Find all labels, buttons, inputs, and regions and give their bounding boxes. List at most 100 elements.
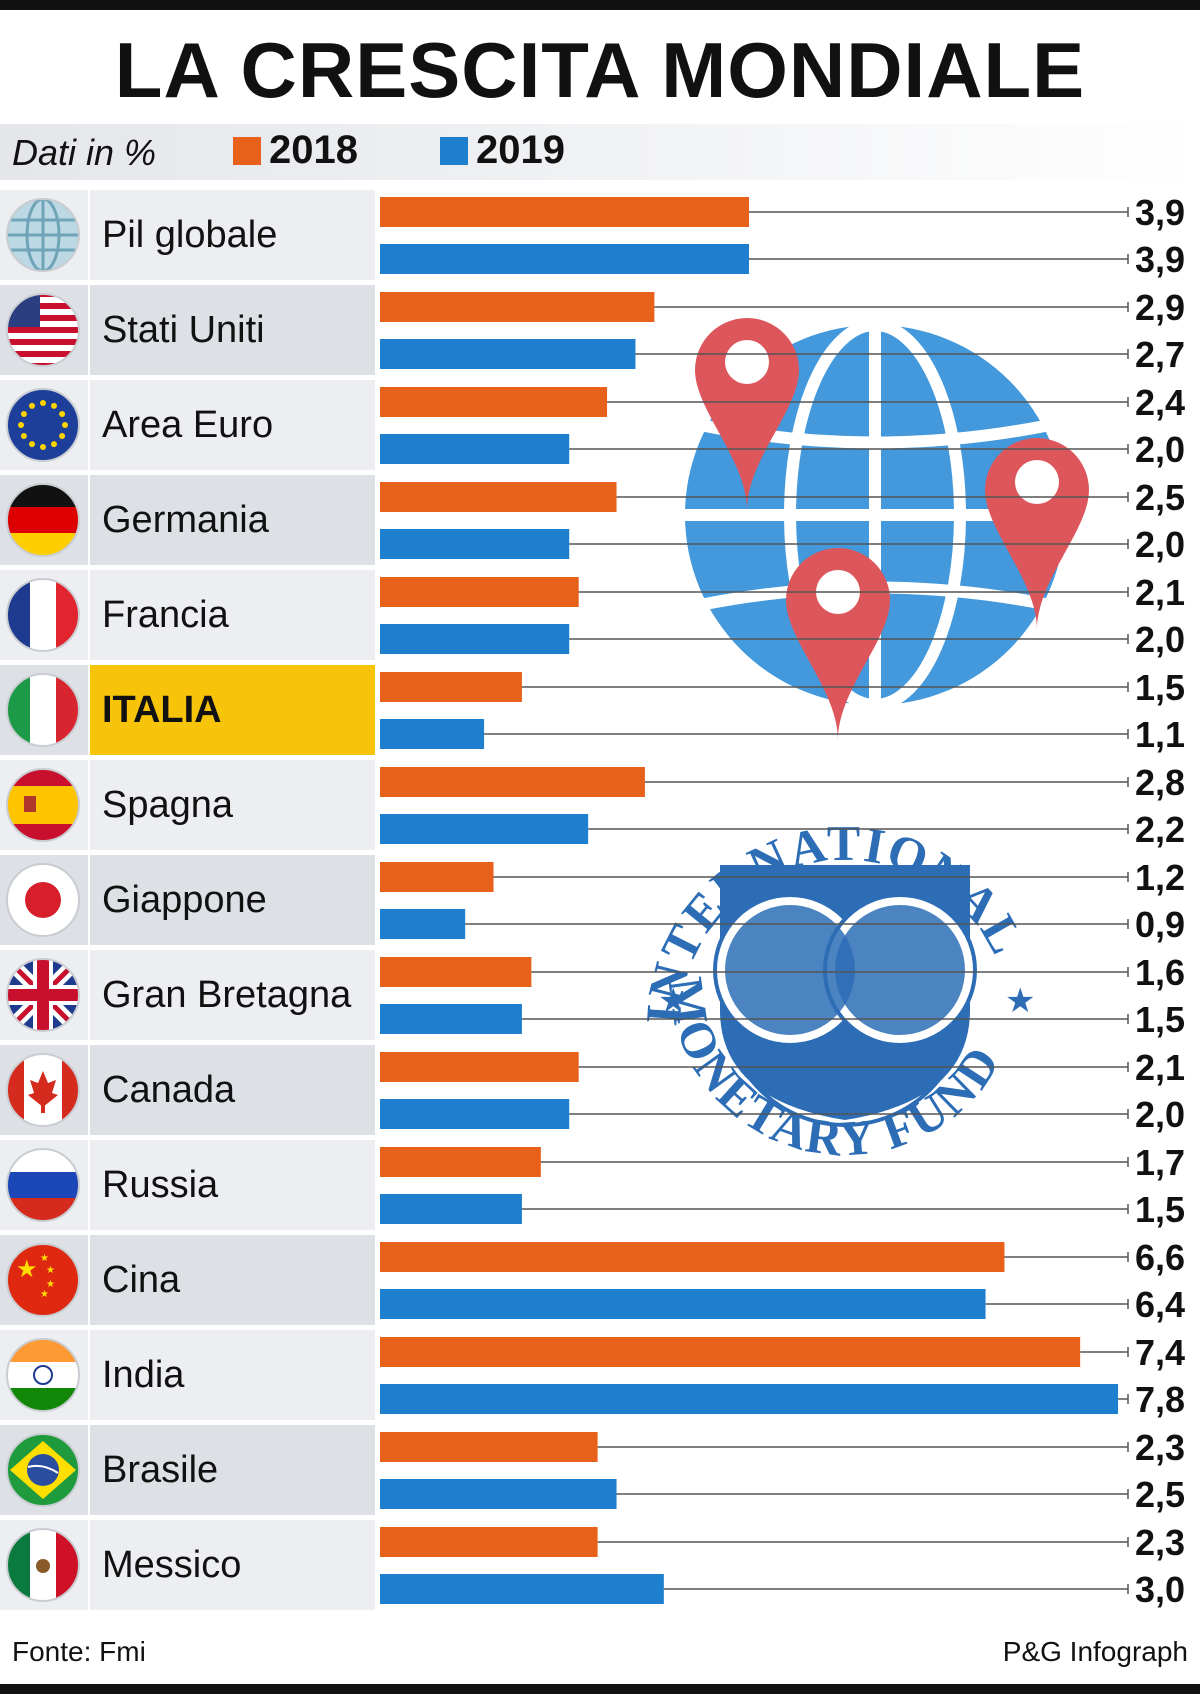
credit-note: P&G Infograph — [1002, 1636, 1188, 1667]
country-name: Russia — [102, 1164, 219, 1206]
mexico-flag-icon — [4, 1526, 82, 1604]
country-name-cell: Giappone — [90, 855, 375, 945]
country-name: Spagna — [102, 784, 234, 826]
star-left-icon: ★ — [658, 982, 688, 1020]
bar-2018 — [380, 767, 645, 797]
country-name: India — [102, 1354, 185, 1396]
chart-title: LA CRESCITA MONDIALE — [114, 26, 1086, 114]
country-name-cell: Stati Uniti — [90, 285, 375, 375]
value-label-2018: 2,1 — [1135, 572, 1185, 613]
country-name-cell: Francia — [90, 570, 375, 660]
value-label-2019: 1,5 — [1135, 1189, 1185, 1230]
country-name-cell: Russia — [90, 1140, 375, 1230]
flag-cell — [0, 190, 88, 280]
usa-flag-icon — [4, 291, 82, 369]
value-label-2019: 0,9 — [1135, 904, 1185, 945]
bar-2018 — [380, 292, 655, 322]
country-name: Area Euro — [102, 404, 274, 446]
country-name: Messico — [102, 1544, 242, 1586]
value-label-2018: 2,5 — [1135, 477, 1185, 518]
japan-flag-icon — [4, 861, 82, 939]
bar-2018 — [380, 482, 617, 512]
flag-cell — [0, 1330, 88, 1420]
flag-cell — [0, 950, 88, 1040]
country-name: ITALIA — [102, 689, 222, 731]
germany-flag-icon — [4, 481, 82, 559]
legend-2019-label: 2019 — [476, 128, 565, 172]
italy-flag-icon — [4, 671, 82, 749]
star-right-icon: ★ — [1005, 982, 1035, 1020]
china-flag-icon: ★ ★ ★ ★ ★ — [4, 1241, 82, 1319]
flag-cell — [0, 1045, 88, 1135]
legend-2019-swatch — [440, 137, 468, 165]
svg-text:★: ★ — [40, 1289, 49, 1300]
bar-2019 — [380, 1384, 1118, 1414]
value-label-2018: 2,1 — [1135, 1047, 1185, 1088]
flag-cell — [0, 570, 88, 660]
value-label-2018: 6,6 — [1135, 1237, 1185, 1278]
value-label-2018: 2,3 — [1135, 1522, 1185, 1563]
globe-with-location-pins-icon — [685, 318, 1089, 740]
uk-flag-icon — [4, 956, 82, 1034]
value-label-2018: 1,7 — [1135, 1142, 1185, 1183]
legend-2018: 2018 — [233, 128, 358, 173]
value-label-2019: 2,2 — [1135, 809, 1185, 850]
brazil-flag-icon — [4, 1431, 82, 1509]
value-label-2018: 1,6 — [1135, 952, 1185, 993]
bar-2018 — [380, 577, 579, 607]
value-label-2018: 2,9 — [1135, 287, 1185, 328]
bar-2019 — [380, 434, 570, 464]
legend-2018-swatch — [233, 137, 261, 165]
value-label-2019: 1,1 — [1135, 714, 1185, 755]
spain-flag-icon — [4, 766, 82, 844]
country-name: Canada — [102, 1069, 236, 1111]
bar-2019 — [380, 1194, 522, 1224]
flag-cell — [0, 285, 88, 375]
country-name-cell: Spagna — [90, 760, 375, 850]
canada-flag-icon — [4, 1051, 82, 1129]
bar-2018 — [380, 957, 532, 987]
country-name-cell: Area Euro — [90, 380, 375, 470]
flag-cell: ★ ★ ★ ★ ★ — [0, 1235, 88, 1325]
country-name-cell: Messico — [90, 1520, 375, 1610]
country-name: Giappone — [102, 879, 267, 921]
country-name: Cina — [102, 1259, 181, 1301]
value-label-2018: 1,5 — [1135, 667, 1185, 708]
value-label-2019: 2,0 — [1135, 429, 1185, 470]
source-note: Fonte: Fmi — [12, 1636, 146, 1667]
bar-2019 — [380, 1004, 522, 1034]
country-row: Canada — [0, 1045, 1200, 1140]
country-name-cell: Pil globale — [90, 190, 375, 280]
bar-2018 — [380, 387, 608, 417]
bar-2018 — [380, 197, 749, 227]
india-flag-icon — [4, 1336, 82, 1414]
flag-cell — [0, 760, 88, 850]
value-label-2019: 3,9 — [1135, 239, 1185, 280]
value-label-2019: 2,7 — [1135, 334, 1185, 375]
value-label-2018: 1,2 — [1135, 857, 1185, 898]
country-name: Brasile — [102, 1449, 219, 1491]
bar-2018 — [380, 1242, 1005, 1272]
flag-cell — [0, 1140, 88, 1230]
bar-2018 — [380, 1337, 1081, 1367]
bar-2019 — [380, 244, 749, 274]
value-label-2018: 2,3 — [1135, 1427, 1185, 1468]
bar-2019 — [380, 909, 466, 939]
bar-2018 — [380, 1432, 598, 1462]
country-row: ★ ★ ★ ★ ★ Cina — [0, 1235, 1200, 1330]
country-row: Giappone — [0, 855, 1200, 950]
country-row: Russia — [0, 1140, 1200, 1235]
value-label-2019: 3,0 — [1135, 1569, 1185, 1610]
country-row: India — [0, 1330, 1200, 1425]
value-label-2019: 2,0 — [1135, 524, 1185, 565]
eu-flag-icon — [4, 386, 82, 464]
country-name: Francia — [102, 594, 229, 636]
country-name-cell: Germania — [90, 475, 375, 565]
bar-2019 — [380, 1099, 570, 1129]
flag-cell — [0, 1425, 88, 1515]
country-row: Pil globale — [0, 190, 1200, 285]
top-rule — [0, 0, 1200, 10]
bar-2018 — [380, 672, 522, 702]
france-flag-icon — [4, 576, 82, 654]
country-row: Stati Uniti — [0, 285, 1200, 380]
